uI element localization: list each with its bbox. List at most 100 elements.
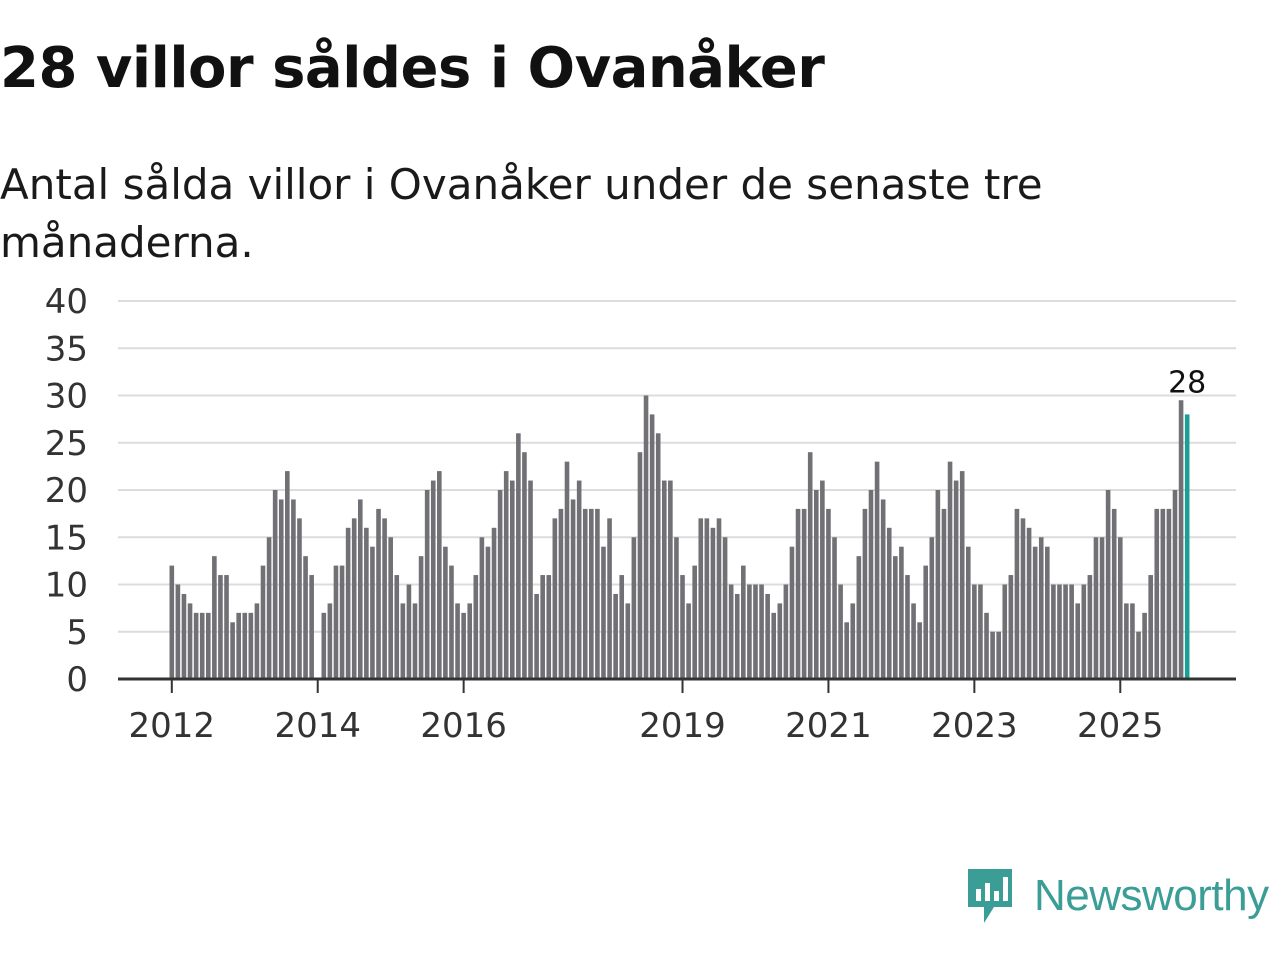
bar [953,480,959,679]
bar [692,565,697,679]
bar [1026,527,1032,679]
bar [1105,490,1111,679]
bar [230,622,235,679]
bar [218,575,223,679]
bar [625,603,631,679]
bar [388,537,393,679]
y-tick-label: 0 [66,660,88,700]
brand-logo: Newsworthy [964,864,1269,928]
bar [1130,603,1135,679]
bar [199,612,205,679]
bar [984,612,989,679]
bar [546,575,552,679]
bar-highlight [1184,414,1190,679]
bar [850,603,856,679]
bar [1032,546,1038,679]
bar [242,612,248,679]
bar [905,575,910,679]
bar [461,612,466,679]
bar [187,603,193,679]
bar [631,537,637,679]
bar [716,518,722,679]
newsworthy-logo-icon [968,869,1012,923]
bar [364,527,369,679]
bar [370,546,375,679]
bar [680,575,685,679]
bar [661,480,667,679]
bar [564,461,570,679]
bar [333,565,339,679]
bar [1051,584,1056,679]
bar [455,603,460,679]
bar [935,490,941,679]
bar [437,471,442,679]
bar [826,508,831,679]
bar [649,414,655,679]
bar [473,575,479,679]
bar [576,480,582,679]
bar [862,508,868,679]
bar [479,537,485,679]
bar [248,612,254,679]
bar [1075,603,1081,679]
bar [400,603,406,679]
bar [272,490,278,679]
data-label: 28 [1168,365,1206,400]
bar [789,546,795,679]
bar [406,584,412,679]
brand-name: Newsworthy [1034,871,1269,920]
bar [443,546,448,679]
bars [169,395,1190,679]
bar [1111,508,1117,679]
y-tick-label: 25 [45,424,88,464]
bar [285,471,290,679]
y-tick-label: 40 [45,282,88,322]
bar [844,622,849,679]
bar [236,612,241,679]
bar [1172,490,1178,679]
y-tick-label: 15 [45,518,88,558]
bar [552,518,558,679]
bar [412,603,418,679]
bar [382,518,387,679]
bar [698,518,704,679]
bar [327,603,333,679]
bar [430,480,436,679]
bar [1142,612,1147,679]
bar [959,471,965,679]
bar [813,490,819,679]
y-tick-label: 5 [66,613,88,653]
bar [1008,575,1014,679]
x-tick-label: 2014 [274,706,361,746]
bar [655,433,661,679]
bar [972,584,977,679]
bar [1045,546,1050,679]
bar [734,593,740,679]
bar [303,556,308,679]
bar [297,518,302,679]
bar [947,461,953,679]
bar [516,433,521,679]
bar [783,584,789,679]
bar [1081,584,1087,679]
bar [266,537,272,679]
bar [193,612,199,679]
bar [911,603,916,679]
bar [607,518,612,679]
bar [868,490,874,679]
bar [978,584,983,679]
bar [722,537,728,679]
bar [1002,584,1008,679]
bar [643,395,649,679]
bar [801,508,807,679]
bar [376,508,381,679]
bar [613,593,618,679]
y-tick-label: 10 [45,566,88,606]
bar [832,537,837,679]
bar [838,584,843,679]
bar [874,461,880,679]
bar [491,527,497,679]
bar [965,546,971,679]
bar [710,527,716,679]
